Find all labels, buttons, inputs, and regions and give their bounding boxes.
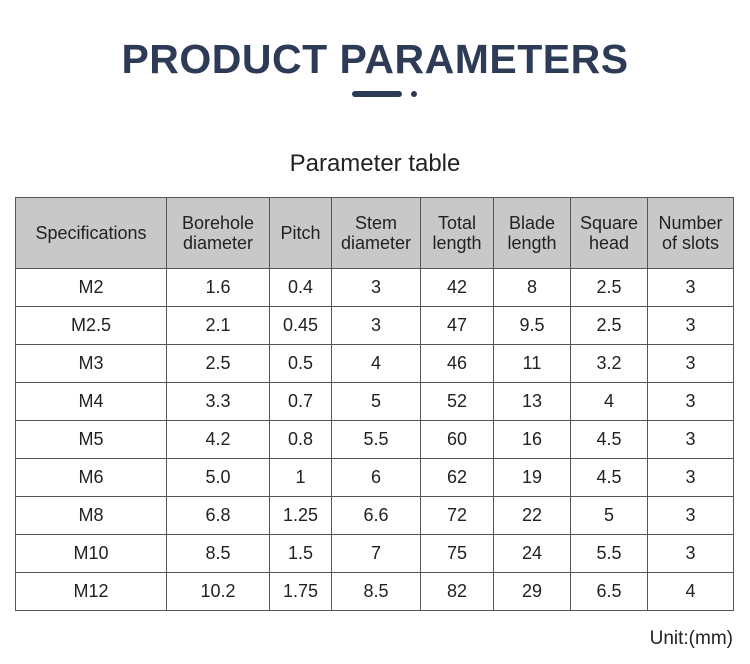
table-cell: 4.5	[570, 420, 648, 459]
table-cell: 3.2	[570, 344, 648, 383]
table-cell: 75	[420, 534, 494, 573]
table-cell: 0.7	[269, 382, 332, 421]
column-header: Blade length	[493, 197, 571, 269]
title-underline	[352, 91, 402, 97]
table-cell: 2.1	[166, 306, 270, 345]
table-cell: 46	[420, 344, 494, 383]
table-cell: 4	[331, 344, 421, 383]
column-header: Specifications	[15, 197, 167, 269]
table-row: M2 1.6 0.4 3 42 8 2.5 3	[15, 268, 734, 307]
table-cell: M12	[15, 572, 167, 611]
table-cell: 1.5	[269, 534, 332, 573]
table-cell: 6.6	[331, 496, 421, 535]
table-caption: Parameter table	[289, 150, 461, 177]
table-cell: 42	[420, 268, 494, 307]
table-cell: M6	[15, 458, 167, 497]
table-cell: 0.5	[269, 344, 332, 383]
table-cell: 3	[331, 268, 421, 307]
column-header: Borehole diameter	[166, 197, 270, 269]
table-cell: 5.0	[166, 458, 270, 497]
table-cell: 24	[493, 534, 571, 573]
table-cell: M10	[15, 534, 167, 573]
header-row: Specifications Borehole diameter Pitch Stem…	[15, 197, 734, 269]
table-cell: 2.5	[570, 268, 648, 307]
table-cell: 6	[331, 458, 421, 497]
table-cell: 0.8	[269, 420, 332, 459]
column-header: Square head	[570, 197, 648, 269]
table-cell: 47	[420, 306, 494, 345]
table-row: M3 2.5 0.5 4 46 11 3.2 3	[15, 344, 734, 383]
column-header: Total length	[420, 197, 494, 269]
table-cell: 60	[420, 420, 494, 459]
parameter-table: Specifications Borehole diameter Pitch Stem…	[15, 197, 734, 611]
table-cell: 29	[493, 572, 571, 611]
table-cell: 9.5	[493, 306, 571, 345]
table-cell: 1.25	[269, 496, 332, 535]
table-cell: 6.8	[166, 496, 270, 535]
table-cell: 8.5	[331, 572, 421, 611]
table-cell: 6.5	[570, 572, 648, 611]
table-cell: 8	[493, 268, 571, 307]
table-cell: 1.75	[269, 572, 332, 611]
table-cell: M4	[15, 382, 167, 421]
table-cell: 0.4	[269, 268, 332, 307]
table-row: M4 3.3 0.7 5 52 13 4 3	[15, 382, 734, 421]
table-cell: 5.5	[570, 534, 648, 573]
table-row: M12 10.2 1.75 8.5 82 29 6.5 4	[15, 572, 734, 611]
table-cell: M5	[15, 420, 167, 459]
table-cell: 2.5	[570, 306, 648, 345]
table-cell: 62	[420, 458, 494, 497]
table-cell: M2.5	[15, 306, 167, 345]
table-cell: 19	[493, 458, 571, 497]
table-body: M2 1.6 0.4 3 42 8 2.5 3 M2.5 2.1 0.45 3 47 9.5 2.5 3 M3 2…	[15, 268, 734, 611]
table-cell: 3	[647, 420, 734, 459]
table-cell: 10.2	[166, 572, 270, 611]
table-cell: 2.5	[166, 344, 270, 383]
table-row: M10 8.5 1.5 7 75 24 5.5 3	[15, 534, 734, 573]
table-cell: 11	[493, 344, 571, 383]
table-row: M5 4.2 0.8 5.5 60 16 4.5 3	[15, 420, 734, 459]
table-cell: 1	[269, 458, 332, 497]
table-cell: M3	[15, 344, 167, 383]
table-cell: 82	[420, 572, 494, 611]
table-cell: 0.45	[269, 306, 332, 345]
table-cell: 3	[647, 496, 734, 535]
table-cell: 72	[420, 496, 494, 535]
table-cell: M2	[15, 268, 167, 307]
column-header: Number of slots	[647, 197, 734, 269]
table-cell: 52	[420, 382, 494, 421]
table-cell: 3.3	[166, 382, 270, 421]
table-cell: 3	[331, 306, 421, 345]
column-header: Pitch	[269, 197, 332, 269]
table-cell: 3	[647, 382, 734, 421]
table-cell: 22	[493, 496, 571, 535]
table-cell: 7	[331, 534, 421, 573]
table-row: M8 6.8 1.25 6.6 72 22 5 3	[15, 496, 734, 535]
table-cell: 8.5	[166, 534, 270, 573]
table-cell: 13	[493, 382, 571, 421]
table-cell: 4.5	[570, 458, 648, 497]
table-cell: 3	[647, 534, 734, 573]
table-cell: M8	[15, 496, 167, 535]
table-cell: 1.6	[166, 268, 270, 307]
table-cell: 3	[647, 458, 734, 497]
page-title: PRODUCT PARAMETERS	[121, 36, 629, 82]
column-header: Stem diameter	[331, 197, 421, 269]
table-cell: 3	[647, 268, 734, 307]
title-dot	[411, 91, 417, 97]
table-row: M2.5 2.1 0.45 3 47 9.5 2.5 3	[15, 306, 734, 345]
table-cell: 4	[647, 572, 734, 611]
table-cell: 3	[647, 306, 734, 345]
unit-note: Unit:(mm)	[649, 628, 733, 649]
table-cell: 3	[647, 344, 734, 383]
table-cell: 4.2	[166, 420, 270, 459]
table-row: M6 5.0 1 6 62 19 4.5 3	[15, 458, 734, 497]
table-cell: 5	[570, 496, 648, 535]
table-cell: 16	[493, 420, 571, 459]
table-cell: 5.5	[331, 420, 421, 459]
table-cell: 4	[570, 382, 648, 421]
table-cell: 5	[331, 382, 421, 421]
